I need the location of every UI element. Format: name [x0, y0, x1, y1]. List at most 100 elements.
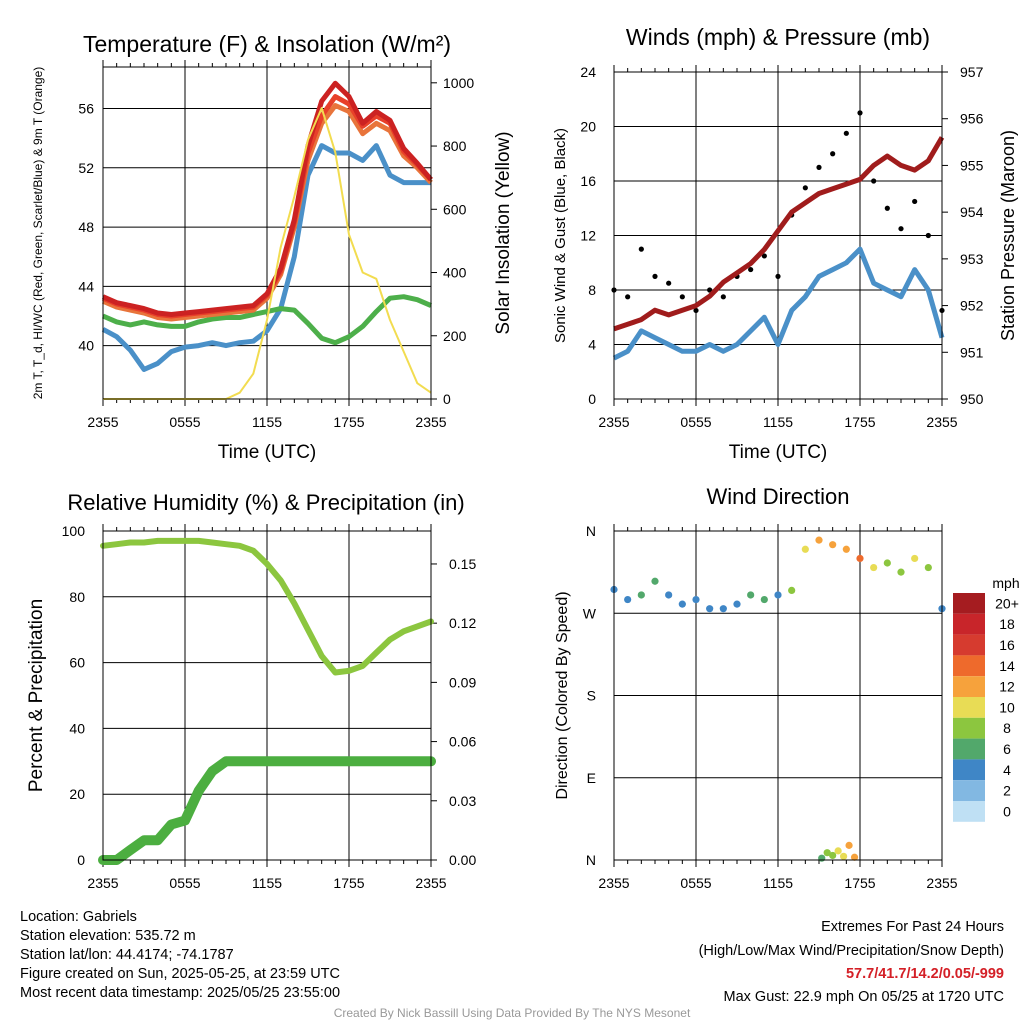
- y-tick-label: N: [586, 852, 596, 868]
- y-left-tick-label: 60: [69, 655, 85, 671]
- series-line-rh_lightgreen: [100, 537, 434, 676]
- y-right-tick-label: 0.15: [449, 556, 476, 572]
- direction-point: [624, 595, 632, 604]
- y-right-tick-label: 955: [960, 157, 984, 173]
- x-tick-label: 1155: [252, 414, 282, 430]
- direction-point: [747, 591, 755, 599]
- y-right-tick-label: 951: [960, 344, 984, 360]
- gust-point: [843, 130, 849, 136]
- direction-point: [760, 595, 768, 604]
- created-text: Figure created on Sun, 2025-05-25, at 23…: [20, 966, 340, 982]
- chart-title: Wind Direction: [706, 484, 849, 509]
- legend-label: 6: [1003, 741, 1011, 757]
- y-left-axis-title: Sonic Wind & Gust (Blue, Black): [552, 128, 569, 343]
- plot-border: [102, 530, 432, 861]
- x-tick-label: 2355: [87, 875, 118, 891]
- legend-swatch: [953, 593, 985, 614]
- y-left-tick-label: 56: [78, 101, 94, 117]
- direction-point: [719, 605, 727, 613]
- direction-point-north: [829, 851, 837, 860]
- x-tick-label: 2355: [87, 414, 118, 430]
- legend-swatch: [953, 801, 985, 822]
- y-left-tick-label: 20: [69, 786, 85, 802]
- y-tick-label: E: [587, 770, 596, 786]
- y-axis-title: Direction (Colored By Speed): [554, 591, 571, 799]
- direction-point: [678, 600, 686, 608]
- direction-point: [815, 536, 823, 544]
- y-right-tick-label: 957: [960, 64, 984, 80]
- y-left-tick-label: 16: [580, 173, 596, 189]
- y-right-tick-label: 400: [443, 265, 467, 281]
- direction-point: [665, 591, 673, 599]
- direction-point: [733, 600, 741, 608]
- direction-point-north: [850, 853, 859, 861]
- y-left-tick-label: 40: [69, 720, 85, 736]
- y-left-tick-label: 48: [78, 219, 94, 235]
- series-line-temp_red: [101, 80, 433, 317]
- legend-label: 0: [1003, 803, 1011, 819]
- direction-point: [801, 545, 809, 553]
- direction-point: [856, 554, 864, 563]
- gust-point: [666, 280, 672, 286]
- latlon-text: Station lat/lon: 44.4174; -74.1787: [20, 947, 234, 963]
- legend-swatch: [953, 738, 985, 760]
- x-tick-label: 0555: [680, 875, 711, 891]
- y-right-axis-title: Station Pressure (Maroon): [998, 130, 1018, 341]
- direction-point: [637, 591, 645, 599]
- gust-point: [871, 178, 877, 184]
- y-left-tick-label: 0: [77, 852, 85, 868]
- direction-point: [924, 563, 932, 572]
- y-left-tick-label: 24: [580, 64, 596, 80]
- x-tick-label: 2355: [598, 414, 629, 430]
- y-left-tick-label: 4: [588, 337, 596, 353]
- recent-data-text: Most recent data timestamp: 2025/05/25 2…: [20, 985, 341, 1001]
- x-tick-label: 2355: [415, 414, 446, 430]
- direction-point: [883, 559, 891, 567]
- chart-title: Temperature (F) & Insolation (W/m²): [83, 31, 451, 57]
- y-left-tick-label: 0: [588, 391, 596, 407]
- x-tick-label: 1755: [844, 875, 875, 891]
- y-right-tick-label: 950: [960, 391, 984, 407]
- gust-point: [693, 307, 699, 314]
- x-tick-label: 2355: [926, 414, 957, 430]
- y-left-tick-label: 12: [580, 228, 596, 244]
- legend-label: 2: [1003, 783, 1011, 799]
- gust-point: [912, 198, 918, 205]
- direction-point: [692, 595, 700, 604]
- legend-title: mph: [992, 575, 1019, 591]
- y-tick-label: W: [583, 605, 597, 621]
- direction-point: [870, 563, 878, 572]
- gust-point: [925, 232, 931, 239]
- series-line-heat_index_green: [102, 294, 432, 346]
- gust-point: [679, 294, 685, 300]
- max-gust-text: Max Gust: 22.9 mph On 05/25 at 1720 UTC: [723, 989, 1004, 1005]
- gust-point: [625, 294, 631, 300]
- x-tick-label: 1755: [844, 414, 875, 430]
- y-left-tick-label: 44: [78, 278, 94, 294]
- y-left-tick-label: 20: [580, 119, 596, 135]
- series-line-dewpoint_blue: [101, 143, 431, 372]
- extremes-title: Extremes For Past 24 Hours: [821, 919, 1004, 935]
- plot-border: [102, 66, 432, 400]
- gust-point: [638, 246, 644, 252]
- x-axis-title: Time (UTC): [218, 442, 317, 463]
- direction-point: [911, 554, 919, 563]
- legend-label: 10: [999, 699, 1015, 715]
- direction-point-north: [845, 841, 853, 849]
- y-right-tick-label: 956: [960, 111, 984, 127]
- gust-point: [802, 185, 808, 191]
- legend-swatch: [953, 676, 985, 697]
- legend-swatch: [953, 697, 985, 718]
- gust-point: [816, 164, 822, 170]
- y-left-axis-title: Percent & Precipitation: [26, 599, 47, 792]
- gust-point: [720, 294, 726, 300]
- x-tick-label: 0555: [680, 414, 711, 430]
- y-right-tick-label: 0.06: [449, 734, 476, 750]
- y-right-tick-label: 1000: [443, 75, 474, 91]
- direction-point: [788, 586, 796, 595]
- x-tick-label: 1155: [763, 875, 793, 891]
- series-line-pressure_maroon: [613, 136, 945, 332]
- direction-point: [651, 577, 659, 585]
- legend-label: 14: [999, 658, 1015, 674]
